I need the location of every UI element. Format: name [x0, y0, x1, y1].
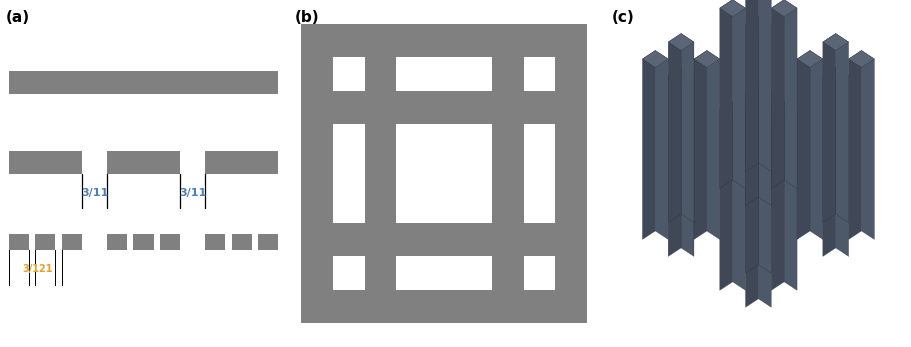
- Bar: [259, 234, 279, 250]
- Polygon shape: [823, 34, 849, 51]
- Text: (b): (b): [294, 10, 319, 25]
- Polygon shape: [758, 84, 772, 273]
- Polygon shape: [835, 67, 849, 256]
- Bar: [556, 24, 587, 323]
- Bar: [62, 234, 82, 250]
- Polygon shape: [745, 84, 772, 101]
- Bar: [8, 234, 28, 250]
- Bar: [160, 234, 180, 250]
- Bar: [133, 234, 154, 250]
- Polygon shape: [823, 67, 835, 256]
- Polygon shape: [745, 118, 758, 307]
- Polygon shape: [694, 51, 720, 67]
- Bar: [302, 91, 587, 124]
- Polygon shape: [772, 0, 797, 17]
- Bar: [205, 151, 279, 174]
- Polygon shape: [758, 0, 772, 171]
- Polygon shape: [810, 51, 823, 239]
- Polygon shape: [784, 0, 797, 188]
- Text: 3/11: 3/11: [81, 188, 108, 197]
- Polygon shape: [668, 67, 681, 256]
- Polygon shape: [772, 101, 797, 118]
- Bar: [8, 151, 82, 174]
- Bar: [107, 234, 127, 250]
- Polygon shape: [745, 17, 758, 205]
- Polygon shape: [835, 34, 849, 222]
- Bar: [302, 24, 587, 58]
- Bar: [492, 24, 524, 323]
- Polygon shape: [694, 51, 707, 239]
- Polygon shape: [732, 0, 745, 188]
- Polygon shape: [772, 101, 784, 290]
- Polygon shape: [642, 51, 668, 67]
- Polygon shape: [681, 67, 694, 256]
- Bar: [8, 71, 279, 94]
- Bar: [205, 234, 225, 250]
- Text: (a): (a): [5, 10, 30, 25]
- Text: 3/11: 3/11: [179, 188, 206, 197]
- Polygon shape: [849, 51, 875, 67]
- Polygon shape: [797, 51, 823, 67]
- Polygon shape: [784, 101, 797, 290]
- Polygon shape: [745, 84, 758, 273]
- Polygon shape: [720, 101, 732, 290]
- Bar: [231, 234, 251, 250]
- Polygon shape: [797, 51, 810, 239]
- Polygon shape: [772, 0, 784, 188]
- Bar: [107, 151, 180, 174]
- Polygon shape: [642, 51, 655, 239]
- Polygon shape: [720, 0, 745, 17]
- Polygon shape: [655, 51, 668, 239]
- Polygon shape: [681, 34, 694, 222]
- Bar: [36, 234, 56, 250]
- Polygon shape: [732, 101, 745, 290]
- Polygon shape: [720, 0, 732, 188]
- Polygon shape: [745, 118, 772, 135]
- Polygon shape: [862, 51, 875, 239]
- Bar: [302, 223, 587, 256]
- Polygon shape: [745, 17, 772, 34]
- Polygon shape: [668, 34, 694, 51]
- Text: (c): (c): [612, 10, 635, 25]
- Polygon shape: [823, 34, 835, 222]
- Bar: [302, 24, 333, 323]
- Polygon shape: [707, 51, 720, 239]
- Polygon shape: [758, 118, 772, 307]
- Polygon shape: [668, 67, 694, 84]
- Polygon shape: [758, 17, 772, 205]
- Polygon shape: [849, 51, 862, 239]
- Bar: [302, 289, 587, 323]
- Polygon shape: [668, 34, 681, 222]
- Polygon shape: [720, 101, 745, 118]
- Bar: [364, 24, 396, 323]
- Polygon shape: [823, 67, 849, 84]
- Text: 3/121: 3/121: [23, 264, 53, 274]
- Polygon shape: [745, 0, 758, 171]
